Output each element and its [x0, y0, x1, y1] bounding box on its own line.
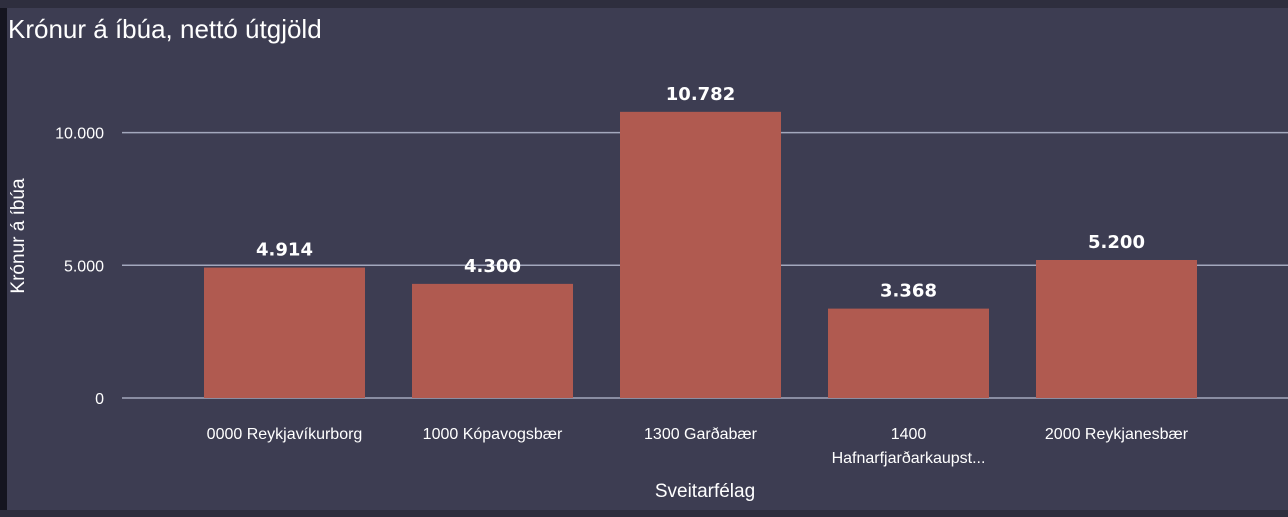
x-tick-label: 1000 Kópavogsbær: [423, 426, 563, 443]
x-tick-label: 2000 Reykjanesbær: [1045, 426, 1189, 443]
bar: [412, 283, 573, 398]
data-label: 3.368: [880, 281, 937, 302]
x-tick-label: Hafnarfjarðarkaupst...: [832, 450, 986, 467]
bar: [1036, 259, 1197, 398]
data-label: 5.200: [1088, 232, 1145, 253]
x-tick-label: 0000 Reykjavíkurborg: [207, 426, 363, 443]
left-strip: [0, 8, 7, 517]
bar: [828, 308, 989, 398]
chart-title: Krónur á íbúa, nettó útgjöld: [8, 14, 322, 44]
bar: [204, 267, 365, 398]
y-tick-label: 5.000: [64, 258, 104, 275]
data-label: 4.914: [256, 240, 313, 261]
x-axis-title: Sveitarfélag: [655, 481, 755, 502]
x-tick-label: 1400: [891, 426, 927, 443]
data-label: 10.782: [666, 84, 735, 105]
data-label: 4.300: [464, 256, 521, 277]
x-tick-label: 1300 Garðabær: [644, 426, 758, 443]
y-tick-label: 10.000: [55, 126, 104, 143]
bar: [620, 111, 781, 399]
top-strip: [0, 0, 1288, 8]
y-tick-label: 0: [95, 391, 104, 408]
y-axis-title: Krónur á íbúa: [8, 178, 29, 294]
bottom-strip: [0, 510, 1288, 517]
